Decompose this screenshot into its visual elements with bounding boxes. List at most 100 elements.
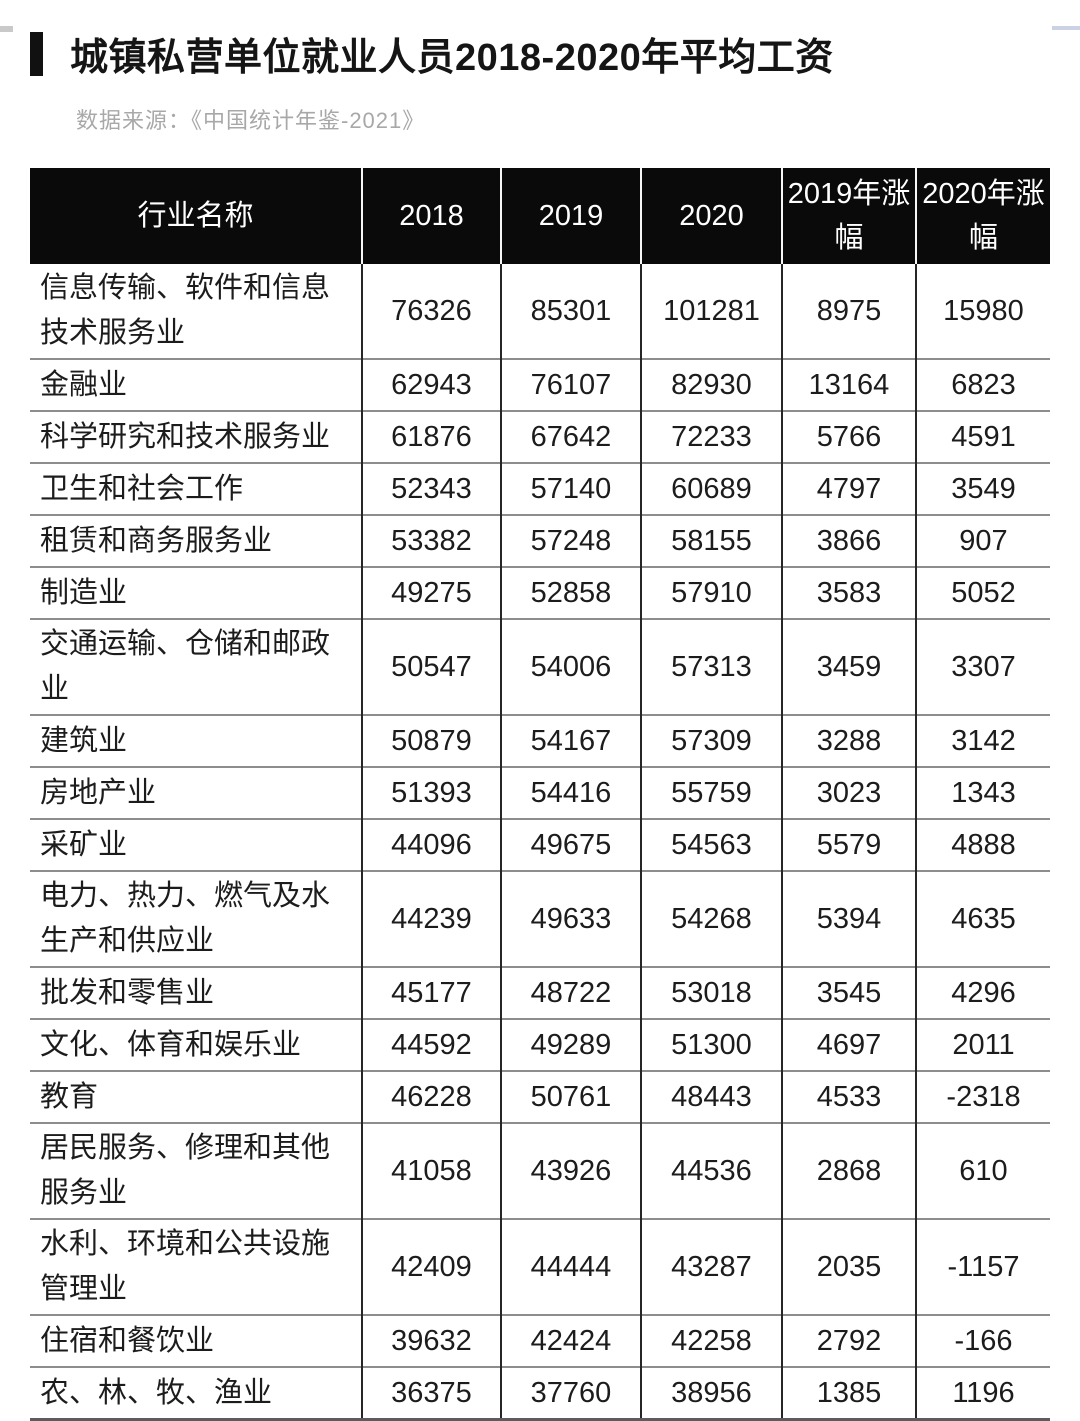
table-row: 批发和零售业 45177 48722 53018 3545 4296: [30, 966, 1050, 1019]
table-row: 农、林、牧、渔业 36375 37760 38956 1385 1196: [30, 1366, 1050, 1421]
value-cell: 44239: [361, 870, 501, 967]
table-row: 金融业 62943 76107 82930 13164 6823: [30, 358, 1050, 411]
column-header: 2018: [361, 168, 501, 264]
value-cell: 50547: [361, 618, 501, 715]
table-row: 制造业 49275 52858 57910 3583 5052: [30, 566, 1050, 619]
industry-cell: 信息传输、软件和信息技术服务业: [40, 272, 331, 349]
value-cell: 15980: [915, 264, 1050, 359]
industry-cell: 交通运输、仓储和邮政业: [30, 618, 362, 715]
value-cell: -166: [915, 1314, 1050, 1367]
screenshot-edge-artifact-left: [0, 26, 13, 32]
value-cell: 1343: [915, 766, 1050, 819]
value-cell: 38956: [640, 1366, 782, 1421]
value-cell: 49633: [500, 870, 641, 967]
value-cell: 4888: [915, 818, 1050, 871]
column-header: 2020年涨幅: [915, 168, 1050, 264]
value-cell: 1196: [915, 1366, 1050, 1421]
value-cell: 2868: [781, 1122, 916, 1219]
title-marker-bar: [30, 31, 43, 76]
value-cell: 54006: [500, 618, 641, 715]
value-cell: 54268: [640, 870, 782, 967]
value-cell: 54416: [500, 766, 641, 819]
value-cell: 6823: [915, 358, 1050, 411]
header-row: 行业名称 2018 2019 2020 2019年涨幅 2020年涨幅: [30, 168, 1050, 264]
value-cell: 76326: [361, 264, 501, 359]
value-cell: 5766: [781, 410, 916, 463]
value-cell: 54563: [640, 818, 782, 871]
industry-cell: 水利、环境和公共设施管理业: [30, 1218, 362, 1315]
value-cell: 3583: [781, 566, 916, 619]
value-cell: 2011: [915, 1018, 1050, 1071]
value-cell: 42424: [500, 1314, 641, 1367]
column-header-industry: 行业名称: [30, 168, 362, 264]
industry-cell: 卫生和社会工作: [30, 462, 362, 515]
table-row: 租赁和商务服务业 53382 57248 58155 3866 907: [30, 514, 1050, 567]
industry-cell: 科学研究和技术服务业: [30, 410, 362, 463]
value-cell: 51300: [640, 1018, 782, 1071]
table-row: 信息传输、软件和信息技术服务业 76326 85301 101281 8975 15980: [30, 264, 1050, 359]
value-cell: -1157: [915, 1218, 1050, 1315]
wage-table-header: 行业名称 2018 2019 2020 2019年涨幅 2020年涨幅: [30, 168, 1050, 264]
value-cell: 67642: [500, 410, 641, 463]
value-cell: 36375: [361, 1366, 501, 1421]
table-row: 采矿业 44096 49675 54563 5579 4888: [30, 818, 1050, 871]
value-cell: 43926: [500, 1122, 641, 1219]
wage-table-body: 信息传输、软件和信息技术服务业 76326 85301 101281 8975 15980…: [30, 264, 1050, 1421]
value-cell: 45177: [361, 966, 501, 1019]
table-row: 电力、热力、燃气及水生产和供应业 44239 49633 54268 5394 4635: [30, 870, 1050, 967]
value-cell: 3142: [915, 714, 1050, 767]
table-row: 居民服务、修理和其他服务业 41058 43926 44536 2868 610: [30, 1122, 1050, 1219]
value-cell: 48722: [500, 966, 641, 1019]
value-cell: 5052: [915, 566, 1050, 619]
table-row: 教育 46228 50761 48443 4533 -2318: [30, 1070, 1050, 1123]
table-row: 房地产业 51393 54416 55759 3023 1343: [30, 766, 1050, 819]
value-cell: 76107: [500, 358, 641, 411]
value-cell: 5394: [781, 870, 916, 967]
value-cell: 4635: [915, 870, 1050, 967]
value-cell: 1385: [781, 1366, 916, 1421]
value-cell: 39632: [361, 1314, 501, 1367]
value-cell: 52343: [361, 462, 501, 515]
value-cell: 4697: [781, 1018, 916, 1071]
value-cell: 8975: [781, 264, 916, 359]
value-cell: 46228: [361, 1070, 501, 1123]
value-cell: 58155: [640, 514, 782, 567]
value-cell: 13164: [781, 358, 916, 411]
value-cell: 54167: [500, 714, 641, 767]
value-cell: 55759: [640, 766, 782, 819]
value-cell: 44592: [361, 1018, 501, 1071]
value-cell: 51393: [361, 766, 501, 819]
value-cell: -2318: [915, 1070, 1050, 1123]
column-header: 2019: [500, 168, 641, 264]
value-cell: 3307: [915, 618, 1050, 715]
table-row: 科学研究和技术服务业 61876 67642 72233 5766 4591: [30, 410, 1050, 463]
value-cell: 50879: [361, 714, 501, 767]
value-cell: 57248: [500, 514, 641, 567]
value-cell: 52858: [500, 566, 641, 619]
value-cell: 42409: [361, 1218, 501, 1315]
value-cell: 49289: [500, 1018, 641, 1071]
value-cell: 82930: [640, 358, 782, 411]
wage-table: 行业名称 2018 2019 2020 2019年涨幅 2020年涨幅 信息传输、软件和信…: [30, 168, 1050, 1421]
table-row: 卫生和社会工作 52343 57140 60689 4797 3549: [30, 462, 1050, 515]
value-cell: 3459: [781, 618, 916, 715]
table-row: 水利、环境和公共设施管理业 42409 44444 43287 2035 -1157: [30, 1218, 1050, 1315]
value-cell: 44444: [500, 1218, 641, 1315]
value-cell: 57140: [500, 462, 641, 515]
value-cell: 101281: [640, 264, 782, 359]
industry-cell: 金融业: [30, 358, 362, 411]
industry-cell: 农、林、牧、渔业: [30, 1366, 362, 1421]
industry-cell: 教育: [30, 1070, 362, 1123]
table-row: 住宿和餐饮业 39632 42424 42258 2792 -166: [30, 1314, 1050, 1367]
column-header: 2020: [640, 168, 782, 264]
column-header: 2019年涨幅: [781, 168, 916, 264]
industry-cell: 租赁和商务服务业: [30, 514, 362, 567]
industry-cell: 电力、热力、燃气及水生产和供应业: [30, 870, 362, 967]
table-row: 建筑业 50879 54167 57309 3288 3142: [30, 714, 1050, 767]
industry-cell: 建筑业: [30, 714, 362, 767]
industry-cell: 房地产业: [30, 766, 362, 819]
value-cell: 3023: [781, 766, 916, 819]
value-cell: 4591: [915, 410, 1050, 463]
industry-cell: 住宿和餐饮业: [30, 1314, 362, 1367]
value-cell: 37760: [500, 1366, 641, 1421]
